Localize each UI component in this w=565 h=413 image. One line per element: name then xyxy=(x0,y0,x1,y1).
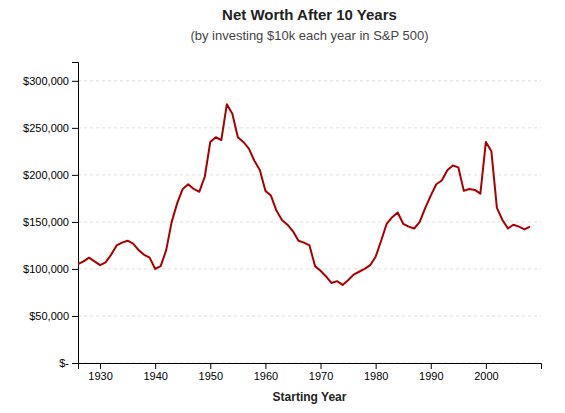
tick-mark xyxy=(72,128,78,129)
tick: 1990 xyxy=(419,363,443,382)
tick: 1960 xyxy=(254,363,278,382)
tick: $100,000 xyxy=(23,263,78,275)
tick-label: $150,000 xyxy=(23,216,69,228)
tick-mark xyxy=(72,175,78,176)
tick-label: 1980 xyxy=(364,370,388,382)
tick-mark xyxy=(100,363,101,369)
tick: $200,000 xyxy=(23,169,78,181)
tick-label: 1970 xyxy=(309,370,333,382)
tick: $50,000 xyxy=(29,310,78,322)
plot-area: 1930 1940 1950 1960 1970 1980 1990 2000 $- $50,00… xyxy=(23,63,541,382)
axis-line xyxy=(79,364,542,370)
tick: 1980 xyxy=(364,363,388,382)
grid-line xyxy=(78,268,541,269)
tick-label: $250,000 xyxy=(23,122,69,134)
subtitle: (by investing $10k each year in S&P 500) xyxy=(190,28,428,43)
tick-mark xyxy=(72,316,78,317)
tick-mark xyxy=(376,363,377,369)
tick-mark xyxy=(210,363,211,369)
x-axis-title: Starting Year xyxy=(273,390,347,404)
tick-mark xyxy=(486,363,487,369)
line xyxy=(78,104,530,285)
tick: 1970 xyxy=(309,363,333,382)
tick-label: $300,000 xyxy=(23,75,69,87)
tick-label: 1930 xyxy=(88,370,112,382)
tick-label: $100,000 xyxy=(23,263,69,275)
x-axis: 1930 1940 1950 1960 1970 1980 1990 2000 xyxy=(79,363,542,382)
grid-line xyxy=(78,80,541,81)
tick: 1930 xyxy=(88,363,112,382)
chart: Net Worth After 10 Years (by investing $1… xyxy=(0,0,565,413)
tick-mark xyxy=(72,81,78,82)
grid-line xyxy=(78,221,541,222)
grid-line xyxy=(78,127,541,128)
axis-line xyxy=(72,63,79,364)
tick-mark xyxy=(321,363,322,369)
tick: $150,000 xyxy=(23,216,78,228)
tick-label: 1990 xyxy=(419,370,443,382)
tick-label: $- xyxy=(59,357,69,369)
tick-mark xyxy=(265,363,266,369)
tick-mark xyxy=(72,222,78,223)
tick: $250,000 xyxy=(23,122,78,134)
tick-label: $50,000 xyxy=(29,310,69,322)
title: Net Worth After 10 Years xyxy=(222,6,397,23)
grid xyxy=(78,81,541,363)
tick: $- xyxy=(59,357,78,369)
tick-label: 1950 xyxy=(199,370,223,382)
tick-mark xyxy=(72,363,78,364)
tick-mark xyxy=(155,363,156,369)
tick-label: 1940 xyxy=(143,370,167,382)
grid-line xyxy=(78,315,541,316)
y-axis: $- $50,000 $100,000 $150,000 $200,000 $250,00… xyxy=(23,63,78,370)
tick-label: $200,000 xyxy=(23,169,69,181)
tick: 1950 xyxy=(199,363,223,382)
tick: 1940 xyxy=(143,363,167,382)
grid-line xyxy=(78,174,541,175)
tick-mark xyxy=(72,269,78,270)
marks xyxy=(78,104,530,285)
tick-label: 1960 xyxy=(254,370,278,382)
tick-label: 2000 xyxy=(474,370,498,382)
tick: $300,000 xyxy=(23,75,78,87)
tick: 2000 xyxy=(474,363,498,382)
tick-mark xyxy=(431,363,432,369)
